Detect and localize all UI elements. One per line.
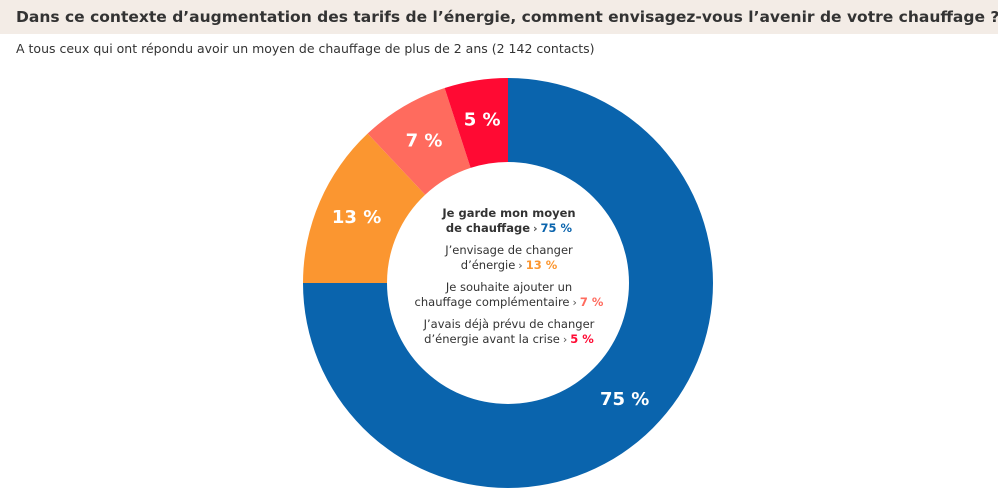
chevron-right-icon: ›	[562, 333, 568, 346]
legend-item-keep: Je garde mon moyen de chauffage › 75 %	[390, 206, 628, 236]
donut-slice-change-energy	[303, 133, 426, 283]
legend-value: 7 %	[579, 295, 604, 309]
chart-subtitle: A tous ceux qui ont répondu avoir un moy…	[16, 41, 595, 56]
chevron-right-icon: ›	[518, 259, 523, 272]
legend-text-line1: Je garde mon moyen	[442, 206, 576, 220]
donut-slice-add-heating	[367, 88, 471, 195]
donut-slice-keep	[303, 78, 713, 488]
donut-slice-planned-change	[444, 78, 508, 168]
chevron-right-icon: ›	[572, 296, 577, 309]
slice-label-add-heating: 7 %	[406, 130, 443, 151]
legend: Je garde mon moyen de chauffage › 75 % J’e…	[390, 206, 628, 354]
legend-item-planned-change: J’avais déjà prévu de changer d’énergie …	[390, 317, 628, 347]
slice-label-keep: 75 %	[600, 389, 649, 410]
legend-text-line2: d’énergie	[460, 258, 516, 272]
chevron-right-icon: ›	[533, 222, 538, 235]
legend-value: 75 %	[540, 221, 573, 235]
legend-text-line1: J’avais déjà prévu de changer	[423, 317, 595, 331]
chart-title: Dans ce contexte d’augmentation des tari…	[16, 8, 998, 26]
legend-value: 5 %	[570, 332, 594, 346]
slice-label-planned-change: 5 %	[464, 110, 501, 131]
slice-label-change-energy: 13 %	[332, 207, 381, 228]
legend-text-line2: de chauffage	[445, 221, 530, 235]
legend-item-change-energy: J’envisage de changer d’énergie › 13 %	[390, 243, 628, 273]
legend-text-line1: J’envisage de changer	[445, 243, 573, 257]
legend-text-line2: d’énergie avant la crise	[424, 332, 560, 346]
legend-text-line1: Je souhaite ajouter un	[445, 280, 573, 294]
legend-text-line2: chauffage complémentaire	[414, 295, 570, 309]
legend-item-add-heating: Je souhaite ajouter un chauffage complém…	[390, 280, 628, 310]
title-bar	[0, 0, 998, 34]
legend-value: 13 %	[525, 258, 558, 272]
